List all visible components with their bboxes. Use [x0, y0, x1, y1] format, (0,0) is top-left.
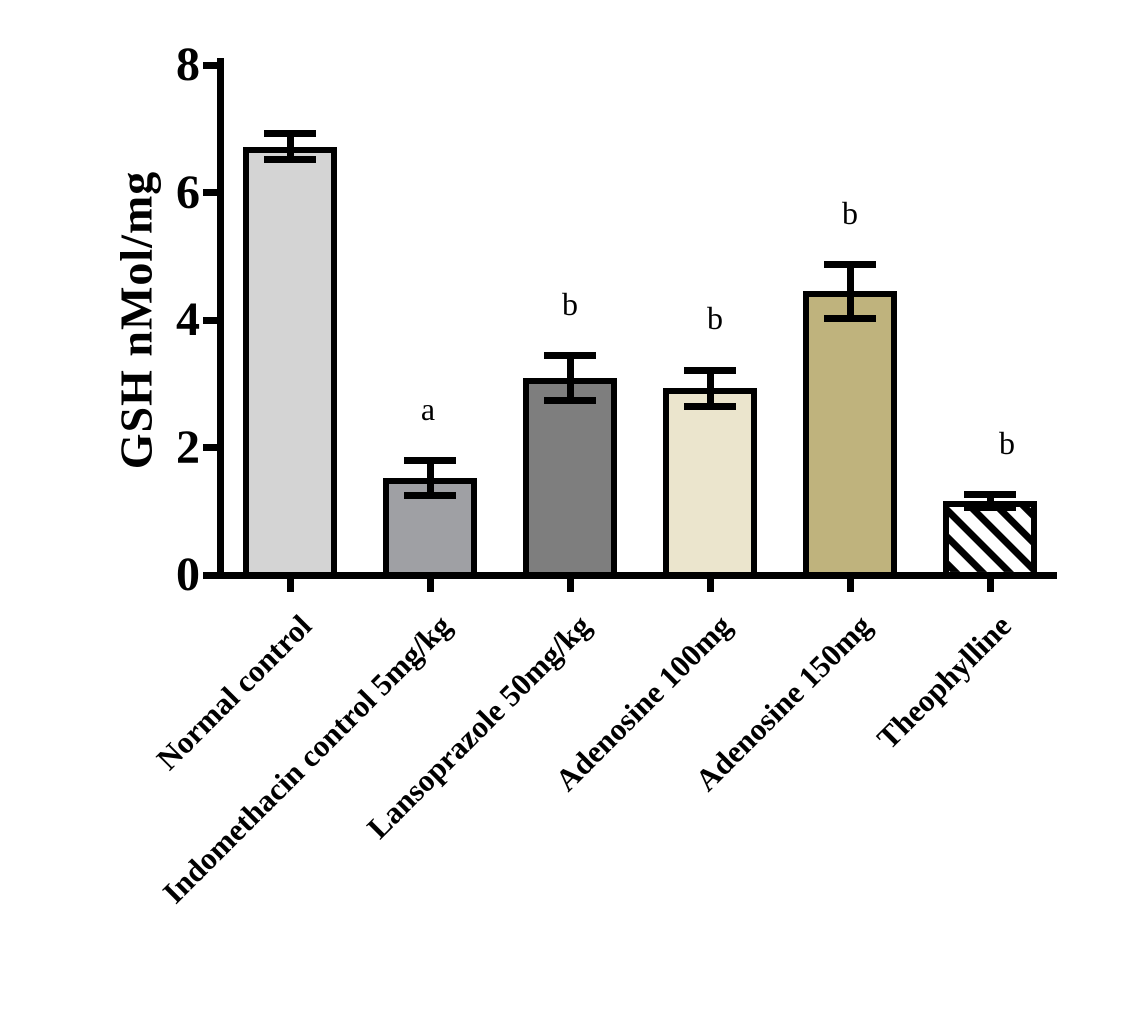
significance-letter-lansoprazole-50mg-kg: b: [562, 285, 578, 322]
y-tick: [203, 316, 217, 324]
error-bar-cap-bottom: [684, 402, 736, 410]
x-axis-label-theophylline: Theophylline: [869, 608, 1018, 756]
y-tick: [203, 189, 217, 196]
y-tick-label: 6: [176, 165, 200, 219]
error-bar-cap-top: [264, 129, 316, 137]
x-tick: [566, 579, 574, 592]
bar-adenosine-100mg: [663, 388, 757, 578]
error-bar-cap-top: [544, 352, 596, 360]
error-bar-cap-top: [684, 366, 736, 374]
bar-theophylline: [943, 501, 1037, 578]
error-bar-line: [986, 494, 994, 508]
bar-normal-control: [243, 146, 337, 578]
error-bar-line: [706, 370, 714, 407]
error-bar-cap-bottom: [404, 491, 456, 499]
significance-letter-theophylline: b: [999, 424, 1015, 461]
y-tick: [203, 571, 217, 579]
error-bar-cap-bottom: [824, 314, 876, 322]
error-bar-cap-top: [824, 261, 876, 269]
x-tick: [426, 579, 434, 592]
error-bar-cap-top: [964, 491, 1016, 499]
y-tick-label: 0: [176, 548, 200, 601]
x-axis-line: [217, 572, 1057, 579]
x-tick: [286, 579, 294, 592]
error-bar-line: [426, 460, 434, 496]
y-axis-line: [217, 58, 224, 579]
error-bar-line: [286, 133, 294, 160]
error-bar-line: [846, 264, 854, 319]
bar-lansoprazole-50mg-kg: [523, 378, 617, 578]
x-axis-label-indomethacin-control-5mg-kg: Indomethacin control 5mg/kg: [155, 608, 458, 911]
error-bar-cap-bottom: [264, 156, 316, 164]
y-tick: [203, 61, 217, 69]
diagonal-hatch-pattern: [949, 507, 1031, 572]
significance-letter-adenosine-100mg: b: [707, 300, 723, 337]
significance-letter-indomethacin-control-5mg-kg: a: [420, 390, 436, 427]
x-tick: [706, 579, 714, 592]
y-tick-label: 4: [176, 293, 200, 346]
bar-adenosine-150mg: [803, 291, 897, 578]
significance-letter-adenosine-150mg: b: [842, 194, 858, 231]
error-bar-line: [566, 355, 574, 401]
y-tick: [203, 444, 217, 451]
error-bar-cap-bottom: [544, 396, 596, 404]
x-tick: [846, 579, 854, 592]
error-bar-cap-bottom: [964, 503, 1016, 511]
error-bar-cap-top: [404, 457, 456, 465]
x-tick: [986, 579, 994, 592]
y-tick-label: 8: [176, 38, 200, 91]
y-tick-label: 2: [176, 420, 200, 474]
